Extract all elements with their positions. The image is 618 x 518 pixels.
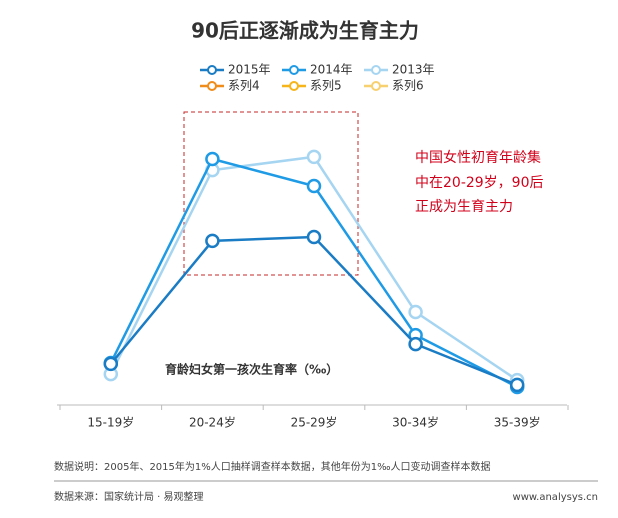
legend-label: 系列5 [310,79,342,93]
x-tick-label: 35-39岁 [494,415,541,430]
x-tick-label: 25-29岁 [291,415,338,430]
annotation: 中国女性初育年龄集 [415,149,541,166]
x-tick-label: 30-34岁 [392,415,439,430]
highlight-box [183,111,359,276]
legend-marker [371,65,381,75]
legend-marker [371,81,381,91]
legend-label: 系列4 [228,79,260,93]
y-label: 育龄妇女第一孩次生育率（‰） [165,362,338,377]
point [103,356,119,372]
annotation: 正成为生育主力 [415,199,513,215]
legend-marker [289,65,299,75]
legend-label: 2014年 [310,63,353,77]
point [205,233,220,249]
x-tick-label: 15-19岁 [87,415,134,430]
chart-title: 90后正逐渐成为生育主力 [191,19,419,43]
source: 数据来源：国家统计局 · 易观整理 [54,490,204,503]
note: 数据说明：2005年、2015年为1%人口抽样调查样本数据，其他年份为1‰人口变… [54,460,491,473]
legend-label: 2013年 [392,63,435,77]
point [509,377,525,393]
point [408,336,423,352]
legend-label: 2015年 [228,63,271,77]
legend-label: 系列6 [392,79,424,93]
website: www.analysys.cn [513,492,598,503]
point [306,229,322,245]
legend-marker [207,81,217,91]
point [306,149,322,165]
annotation: 中在20-29岁，90后 [415,175,544,191]
legend-marker [207,65,217,75]
point [408,304,423,320]
x-tick-label: 20-24岁 [189,415,236,430]
point [205,151,220,167]
legend-marker [289,81,299,91]
point [306,178,322,194]
